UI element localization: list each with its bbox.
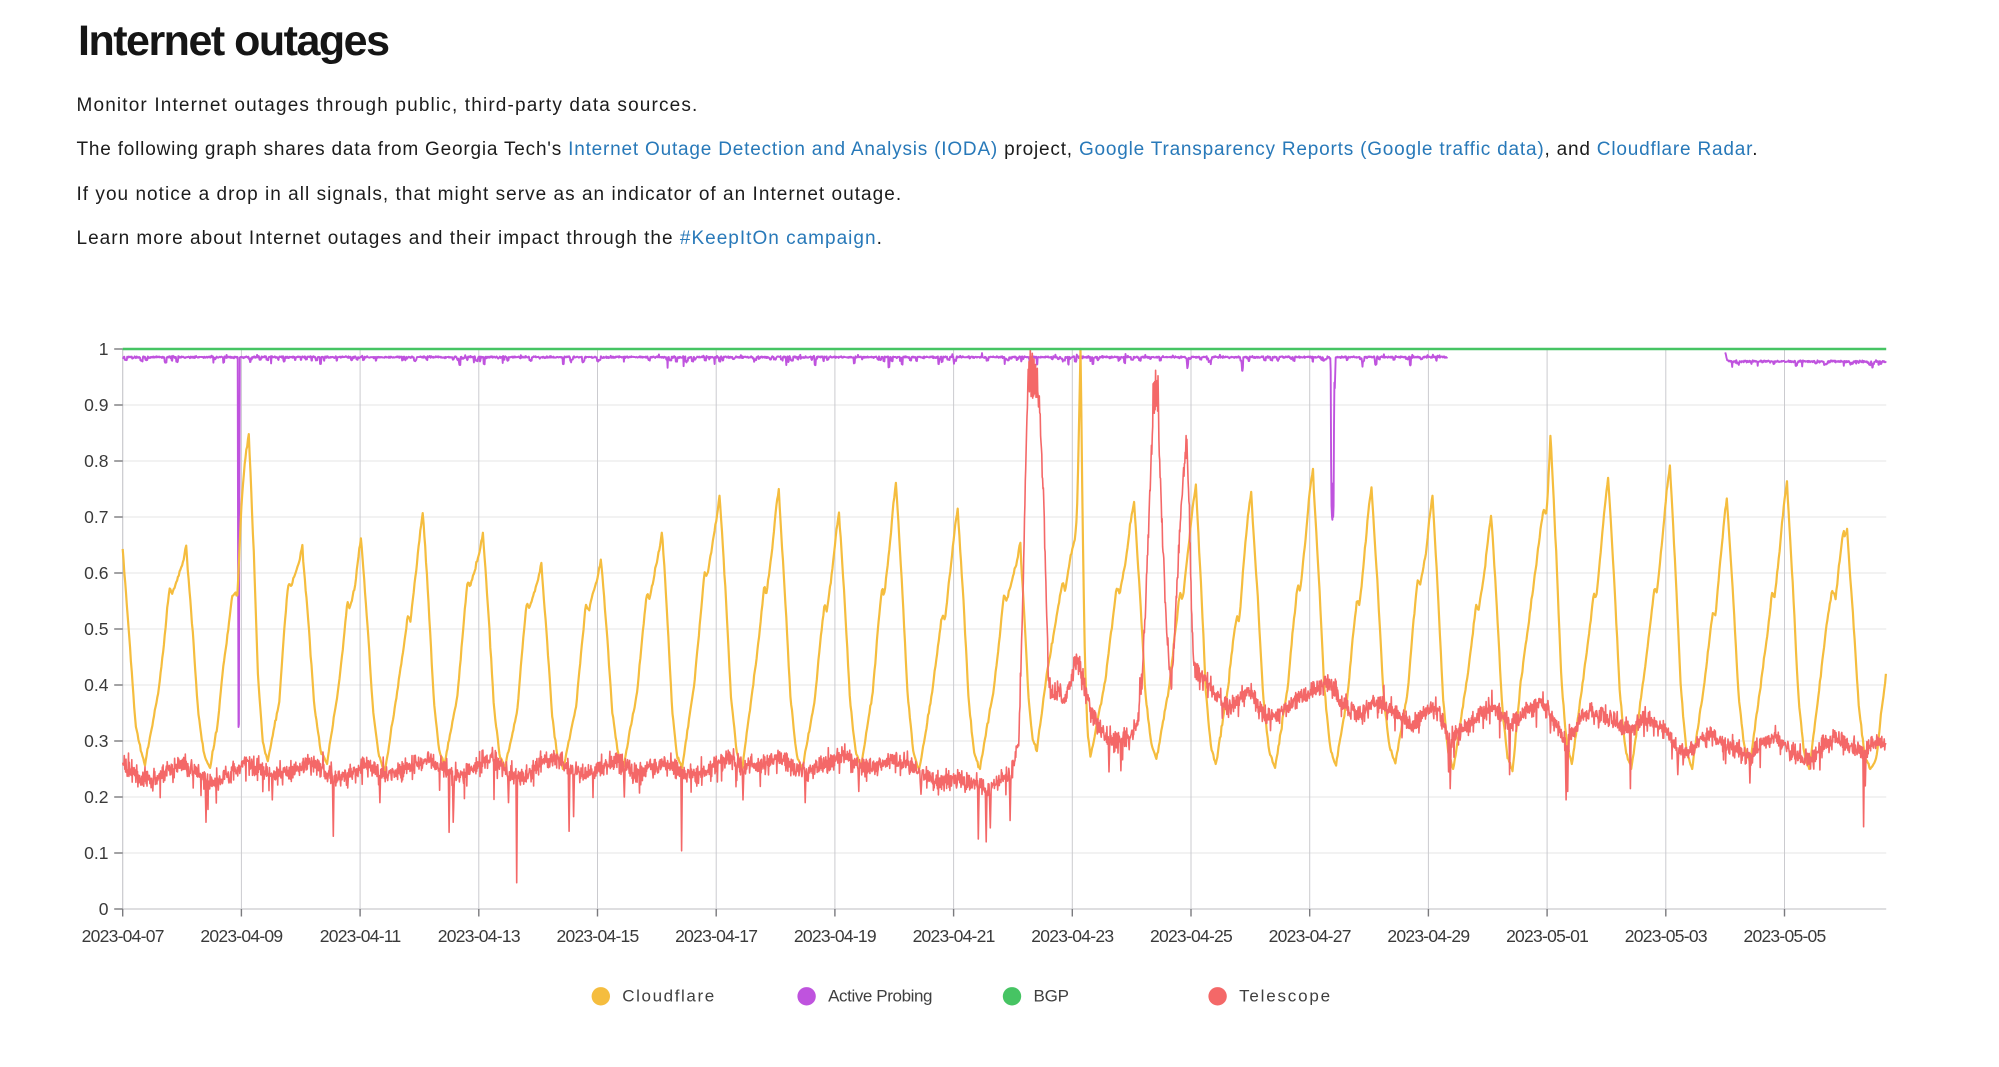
svg-text:2023-04-19: 2023-04-19	[794, 926, 876, 946]
svg-text:0.9: 0.9	[84, 395, 108, 415]
svg-text:2023-04-17: 2023-04-17	[675, 926, 757, 946]
svg-text:0.6: 0.6	[84, 563, 108, 583]
svg-text:2023-04-29: 2023-04-29	[1387, 926, 1469, 946]
svg-text:1: 1	[99, 339, 109, 359]
svg-text:2023-04-23: 2023-04-23	[1031, 926, 1113, 946]
svg-text:2023-05-05: 2023-05-05	[1743, 926, 1825, 946]
svg-text:2023-04-21: 2023-04-21	[913, 926, 995, 946]
svg-text:2023-04-13: 2023-04-13	[438, 926, 520, 946]
svg-text:0.5: 0.5	[84, 619, 108, 639]
svg-text:Cloudflare: Cloudflare	[622, 987, 716, 1006]
svg-text:Active Probing: Active Probing	[828, 987, 932, 1006]
svg-text:2023-04-07: 2023-04-07	[82, 926, 164, 946]
svg-text:0.4: 0.4	[84, 675, 109, 695]
svg-text:2023-04-25: 2023-04-25	[1150, 926, 1232, 946]
svg-text:BGP: BGP	[1034, 987, 1069, 1006]
svg-text:0.2: 0.2	[84, 787, 108, 807]
svg-text:2023-04-27: 2023-04-27	[1269, 926, 1351, 946]
svg-text:2023-05-01: 2023-05-01	[1506, 926, 1588, 946]
svg-text:0: 0	[99, 899, 109, 919]
svg-text:Telescope: Telescope	[1239, 987, 1332, 1006]
svg-text:2023-05-03: 2023-05-03	[1625, 926, 1707, 946]
svg-text:0.7: 0.7	[84, 507, 108, 527]
svg-text:0.3: 0.3	[84, 731, 108, 751]
svg-text:0.1: 0.1	[84, 843, 108, 863]
svg-text:0.8: 0.8	[84, 451, 108, 471]
svg-text:2023-04-11: 2023-04-11	[320, 926, 401, 946]
svg-text:2023-04-09: 2023-04-09	[200, 926, 282, 946]
svg-text:2023-04-15: 2023-04-15	[556, 926, 638, 946]
